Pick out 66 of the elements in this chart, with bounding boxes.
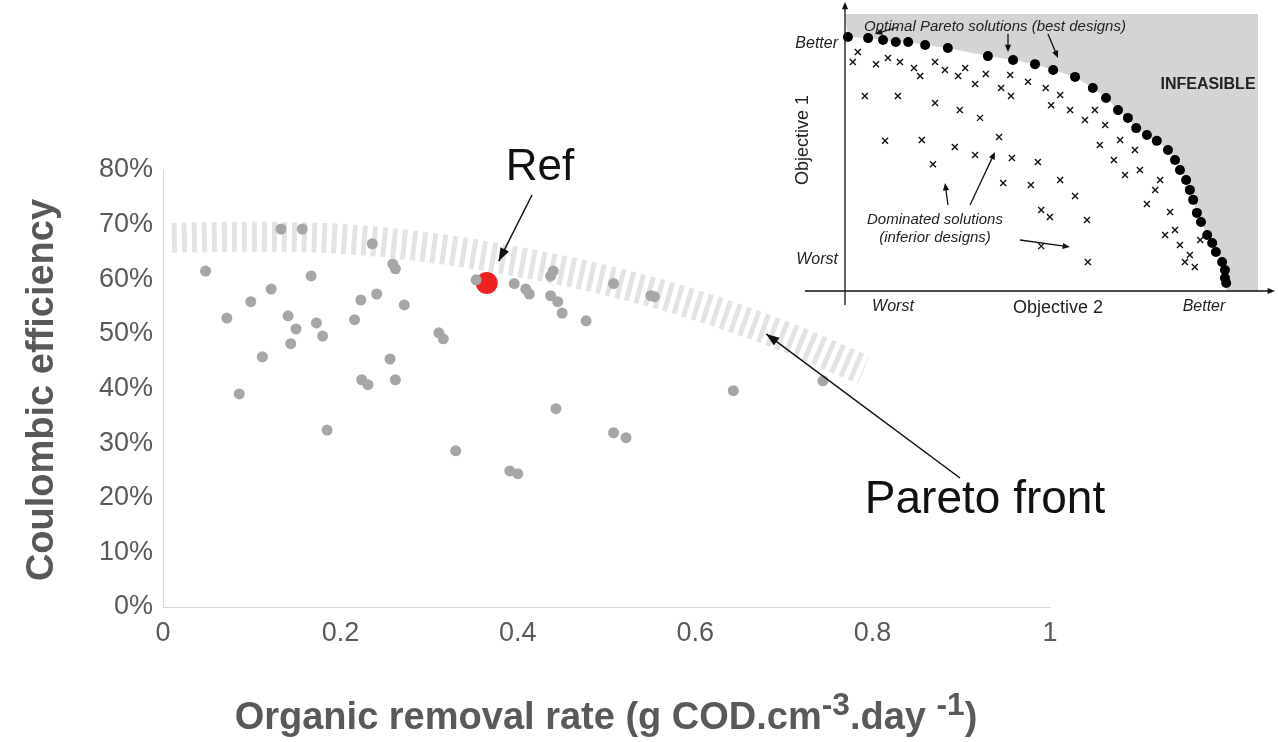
point [221, 312, 233, 324]
y-tick-label: 0% [113, 590, 153, 621]
point [450, 445, 462, 457]
point [290, 323, 302, 335]
point [620, 432, 632, 444]
point [556, 307, 568, 319]
point [389, 374, 401, 386]
point [296, 223, 308, 235]
point [398, 299, 410, 311]
annotation: Worst [872, 296, 914, 316]
y-tick-label: 60% [98, 262, 153, 293]
point [305, 270, 317, 282]
text: Objective 2 [1012, 296, 1104, 318]
point [512, 468, 524, 480]
point [317, 330, 329, 342]
y-tick-label: 80% [98, 153, 153, 184]
point [233, 388, 245, 400]
x-tick-label: 0.6 [676, 616, 714, 647]
y-axis-title: Coulombic efficiency [18, 198, 62, 582]
point [552, 296, 564, 308]
x-tick-label: 1 [1042, 616, 1058, 647]
y-tick-label: 20% [98, 481, 153, 512]
annotation: Ref [505, 140, 575, 190]
point [265, 283, 277, 295]
point [384, 353, 396, 365]
y-tick-label: 70% [98, 208, 153, 239]
point [470, 274, 482, 286]
point [389, 263, 401, 275]
y-tick-label: 10% [98, 535, 153, 566]
text: Better [795, 33, 838, 53]
point [349, 314, 361, 326]
x-axis-title: Organic removal rate (g COD.cm$^{-3}$.day $^{-1}$) [234, 686, 978, 738]
point [608, 427, 620, 439]
point [245, 296, 257, 308]
point [285, 338, 297, 350]
point [523, 288, 535, 300]
point [545, 290, 557, 302]
y-tick-label: 30% [98, 426, 153, 457]
point [275, 223, 287, 235]
x-tick-label: 0.4 [499, 616, 537, 647]
point [362, 379, 374, 391]
point [371, 288, 383, 300]
point [282, 310, 294, 322]
point [475, 272, 498, 295]
point [608, 278, 620, 290]
y-tick-label: 40% [98, 371, 153, 402]
point [200, 265, 212, 277]
x-tick-label: 0.8 [853, 616, 892, 647]
x-tick-label: 0.2 [321, 616, 360, 647]
point [727, 385, 739, 397]
point [366, 238, 378, 250]
x-tick-label: 0 [155, 616, 171, 647]
point [547, 265, 559, 277]
y-tick-label: 50% [98, 317, 153, 348]
point [256, 351, 268, 363]
point [310, 317, 322, 329]
annotation: Pareto front [864, 470, 1106, 523]
point [508, 278, 520, 290]
point [355, 294, 367, 306]
point [437, 333, 449, 345]
point [321, 424, 333, 436]
text: Better [1182, 296, 1226, 316]
annotation: Worst [796, 249, 838, 269]
point [550, 403, 562, 415]
text: Objective 1 [791, 94, 813, 186]
point [580, 315, 592, 327]
